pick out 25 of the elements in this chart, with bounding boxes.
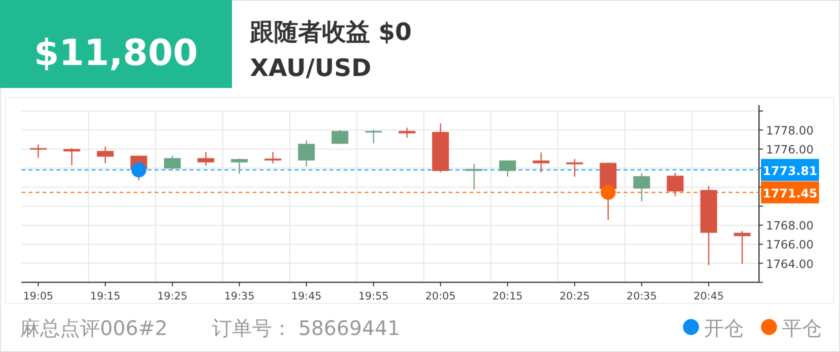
x-tick-label: 19:05 <box>23 290 54 302</box>
legend-label: 开仓 <box>704 316 744 340</box>
x-tick-label: 20:05 <box>425 290 456 302</box>
x-tick-label: 19:35 <box>224 290 255 302</box>
x-tick-label: 20:15 <box>492 290 523 302</box>
x-tick-label: 20:25 <box>560 290 590 302</box>
x-tick-label: 19:55 <box>358 290 389 302</box>
y-tick-label: 1768.00 <box>766 218 814 233</box>
ref-line-label: 1773.81 <box>762 164 818 178</box>
text: 订单号： 58669441 <box>212 316 400 340</box>
y-tick-label: 1776.00 <box>766 142 814 157</box>
y-tick-label: 1764.00 <box>766 256 814 271</box>
chart-title: 跟随者收益 $0 <box>249 18 412 46</box>
x-tick-label: 19:45 <box>291 290 322 302</box>
x-tick-label: 20:35 <box>626 290 657 302</box>
x-tick-label: 19:15 <box>90 290 120 302</box>
y-tick-label: 1778.00 <box>766 124 814 138</box>
x-tick-label: 20:45 <box>694 290 724 302</box>
ref-line-label: 1771.45 <box>762 186 818 200</box>
y-tick-label: 1766.00 <box>766 238 814 252</box>
text: 麻总点评006#2 <box>20 316 168 340</box>
x-tick-label: 19:25 <box>157 290 188 302</box>
legend-label: 平仓 <box>782 316 822 340</box>
chart-subtitle: XAU/USD <box>250 54 372 82</box>
text: $11,800 <box>34 33 198 74</box>
